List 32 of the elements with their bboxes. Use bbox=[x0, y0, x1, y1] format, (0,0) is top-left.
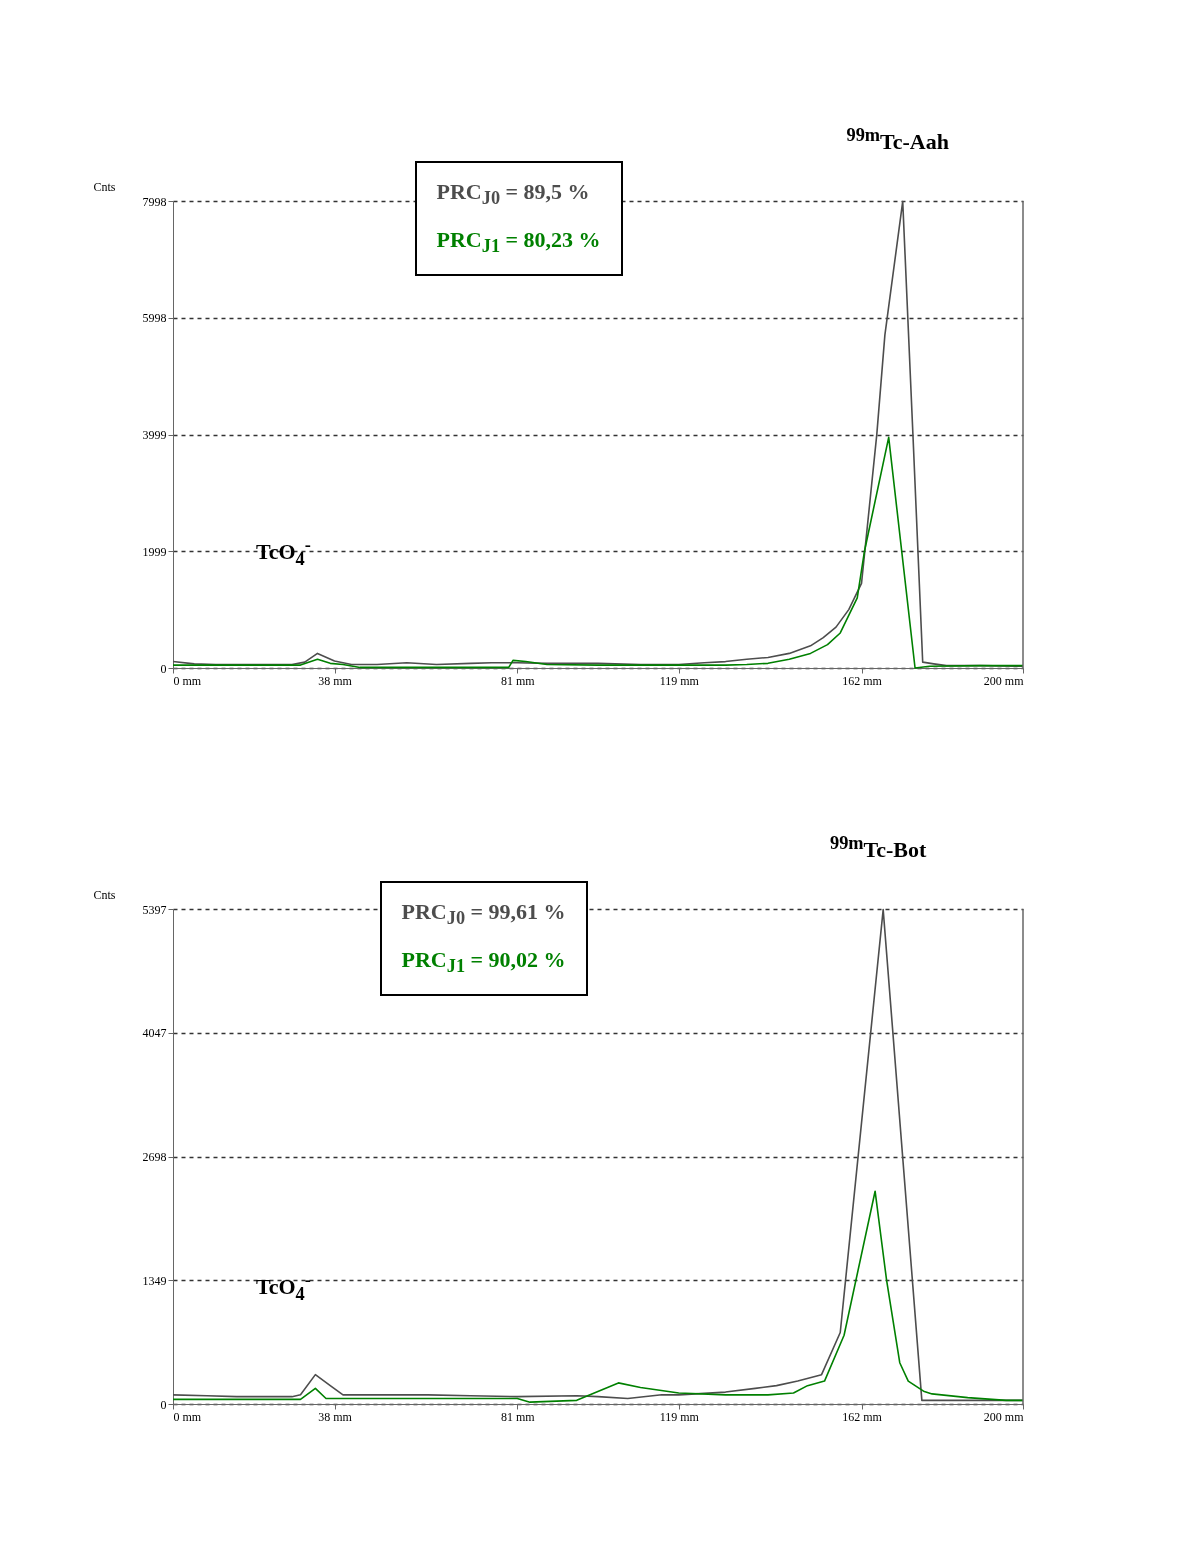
annotation: PRC$_{J1}$ = 80,23 % bbox=[436, 227, 601, 258]
text-box: PRC$_{J0}$ = 99,61 % PRC$_{J1}$ = 90,02 % bbox=[379, 881, 588, 996]
y-tick-label: 5397 bbox=[142, 902, 167, 917]
y-axis-title: Cnts bbox=[93, 887, 116, 902]
y-tick-label: 3999 bbox=[142, 428, 167, 442]
x-tick-label: 0 mm bbox=[173, 673, 202, 688]
x-tick-label: 200 mm bbox=[983, 673, 1025, 688]
y-tick-label: 2698 bbox=[142, 1150, 167, 1165]
x-tick-label: 119 mm bbox=[659, 1409, 700, 1424]
x-tick-label: 162 mm bbox=[842, 1409, 883, 1424]
y-tick-label: 1349 bbox=[142, 1273, 167, 1288]
y-tick-label: 0 bbox=[160, 661, 167, 676]
text-box: PRC$_{J0}$ = 89,5 % PRC$_{J1}$ = 80,23 % bbox=[414, 161, 623, 276]
x-tick-label: 38 mm bbox=[318, 673, 353, 688]
y-tick-label: 5998 bbox=[142, 311, 167, 326]
annotation: PRC$_{J0}$ = 89,5 % bbox=[436, 179, 591, 210]
x-tick-label: 200 mm bbox=[983, 1409, 1025, 1424]
x-tick-label: 162 mm bbox=[842, 673, 883, 688]
y-tick-label: 7998 bbox=[142, 194, 167, 209]
x-tick-label: 38 mm bbox=[318, 1409, 353, 1424]
x-tick-label: 81 mm bbox=[500, 673, 536, 688]
annotation: $^{99m}$Tc-Aah bbox=[846, 124, 949, 155]
annotation: PRC$_{J1}$ = 90,02 % bbox=[401, 947, 566, 978]
y-tick-label: 4047 bbox=[142, 1026, 167, 1041]
y-tick-label: 0 bbox=[160, 1397, 167, 1412]
x-tick-label: 119 mm bbox=[659, 673, 700, 688]
annotation: $^{99m}$Tc-Bot bbox=[829, 832, 927, 863]
y-axis-title: Cnts bbox=[93, 179, 116, 194]
x-tick-label: 81 mm bbox=[500, 1409, 536, 1424]
x-tick-label: 0 mm bbox=[173, 1409, 202, 1424]
y-tick-label: 1999 bbox=[142, 544, 167, 559]
annotation: PRC$_{J0}$ = 99,61 % bbox=[401, 899, 566, 930]
